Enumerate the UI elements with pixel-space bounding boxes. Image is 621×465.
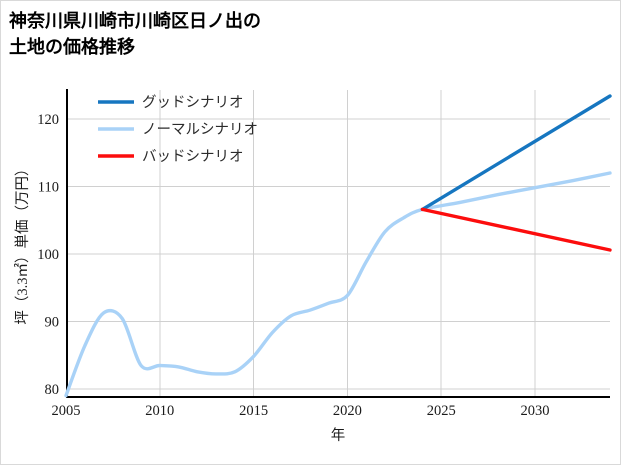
x-tick-label: 2020 — [333, 403, 362, 419]
x-tick-label: 2030 — [521, 403, 550, 419]
series-line-normal — [64, 171, 612, 398]
page-title: 神奈川県川崎市川崎区日ノ出の 土地の価格推移 — [9, 11, 261, 58]
legend-label-bad: バッドシナリオ — [142, 149, 244, 165]
y-axis-title: 坪（3.3㎡）単価（万円） — [14, 161, 31, 324]
x-tick-label: 2015 — [239, 403, 268, 419]
legend: グッドシナリオ ノーマルシナリオ バッドシナリオ — [98, 94, 258, 165]
x-axis-title: 年 — [331, 427, 346, 444]
x-tick-label: 2010 — [145, 403, 174, 419]
series-line-good — [420, 94, 612, 212]
x-axis-tick-labels: 2005 2010 2015 2020 2025 2030 — [52, 403, 550, 419]
series-lines — [64, 94, 612, 398]
y-tick-label: 120 — [37, 112, 59, 128]
x-tick-label: 2005 — [52, 403, 81, 419]
series-line-bad — [420, 207, 612, 252]
y-tick-label: 80 — [45, 382, 60, 398]
legend-label-normal: ノーマルシナリオ — [142, 122, 258, 138]
y-tick-label: 90 — [45, 315, 60, 331]
axis-lines — [65, 89, 610, 399]
y-tick-label: 100 — [37, 247, 59, 263]
legend-label-good: グッドシナリオ — [142, 94, 244, 111]
x-tick-label: 2025 — [427, 403, 456, 419]
y-axis-tick-labels: 120 110 100 90 80 — [37, 112, 59, 398]
y-tick-label: 110 — [38, 180, 59, 196]
